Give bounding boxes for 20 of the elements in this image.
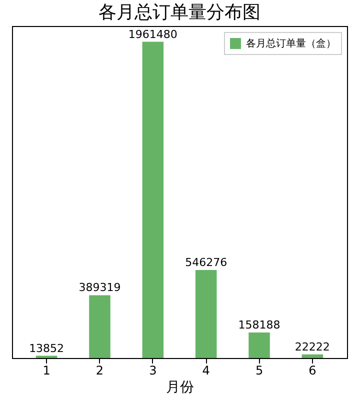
data-label: 1961480 <box>128 28 178 41</box>
legend-label: 各月总订单量（盒） <box>246 38 336 50</box>
bar <box>302 354 324 358</box>
bar <box>142 42 164 358</box>
x-tick-label: 6 <box>308 364 316 378</box>
x-tick-label: 5 <box>255 364 264 378</box>
data-label: 22222 <box>294 340 330 354</box>
x-tick-label: 1 <box>42 364 50 378</box>
bar <box>89 295 110 358</box>
bar <box>195 270 217 358</box>
x-axis-title: 月份 <box>166 380 194 396</box>
x-tick-label: 3 <box>149 364 157 378</box>
x-tick-label: 4 <box>202 364 210 378</box>
bar <box>248 332 270 358</box>
data-label: 13852 <box>29 342 64 355</box>
data-label: 546276 <box>185 256 228 269</box>
chart-title: 各月总订单量分布图 <box>98 2 260 23</box>
data-label: 158188 <box>238 318 280 332</box>
x-tick-label: 2 <box>96 364 104 378</box>
data-label: 389319 <box>78 281 121 294</box>
